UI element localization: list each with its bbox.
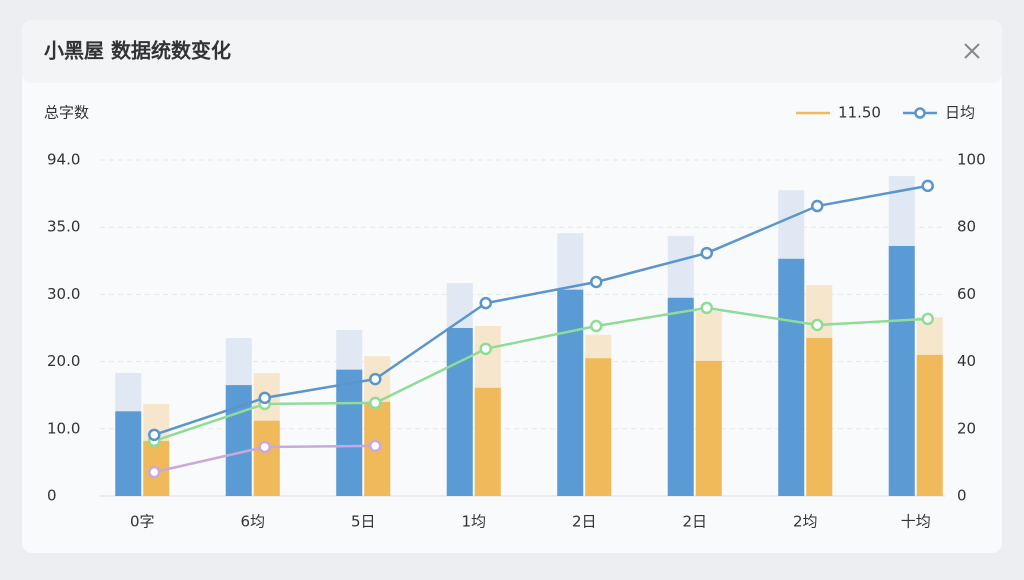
line-point — [369, 396, 382, 410]
x-tick-label: 1均 — [461, 513, 486, 531]
line-point — [700, 301, 713, 315]
dialog-title: 小黑屋 数据统数变化 — [44, 39, 231, 63]
line-point — [811, 199, 824, 213]
legend-label: 日均 — [945, 104, 975, 122]
bar — [557, 289, 584, 496]
close-button[interactable] — [964, 43, 980, 59]
y2-tick-label: 60 — [957, 285, 976, 303]
line — [153, 184, 928, 437]
y2-tick-label: 40 — [957, 352, 976, 370]
y-tick-label: 0 — [47, 487, 57, 505]
line-point — [590, 319, 603, 333]
legend-label: 11.50 — [838, 104, 881, 122]
y2-tick-label: 80 — [957, 218, 976, 236]
line-point — [258, 391, 271, 405]
line-point — [479, 296, 492, 310]
bar — [336, 369, 363, 496]
line-point — [811, 318, 824, 332]
bar — [474, 387, 501, 496]
bar — [446, 328, 473, 496]
legend-swatch-point — [914, 107, 926, 119]
x-tick-label: 0字 — [130, 513, 155, 531]
y-tick-label: 20.0 — [47, 352, 80, 370]
dialog-header — [22, 20, 1002, 83]
y-tick-label: 35.0 — [47, 218, 80, 236]
line-point — [921, 179, 934, 193]
y-tick-label: 30.0 — [47, 285, 80, 303]
x-tick-label: 十均 — [901, 513, 931, 531]
x-tick-label: 6均 — [240, 513, 265, 531]
line-point — [479, 342, 492, 356]
x-tick-label: 2均 — [793, 513, 818, 531]
y2-tick-label: 0 — [957, 487, 967, 505]
bar — [667, 297, 694, 496]
x-tick-label: 2日 — [572, 513, 597, 531]
y-tick-label: 94.0 — [47, 151, 80, 169]
y-axis-label: 总字数 — [44, 104, 89, 122]
line-point — [148, 465, 161, 479]
bar — [916, 354, 943, 496]
x-tick-label: 5日 — [351, 513, 376, 531]
bar — [695, 360, 722, 496]
bar — [585, 358, 612, 496]
bar — [778, 258, 805, 496]
line-point — [369, 439, 382, 453]
x-tick-label: 2日 — [682, 513, 707, 531]
line-point — [369, 372, 382, 386]
line — [153, 306, 928, 443]
line-point — [590, 275, 603, 289]
y2-tick-label: 100 — [957, 151, 986, 169]
line-point — [921, 312, 934, 326]
y2-tick-label: 20 — [957, 419, 976, 437]
bar — [253, 420, 280, 496]
line-point — [700, 246, 713, 260]
line-point — [258, 440, 271, 454]
line-point — [148, 428, 161, 442]
bar — [888, 246, 915, 496]
y-tick-label: 10.0 — [47, 419, 80, 437]
bar — [225, 385, 252, 496]
bar — [115, 411, 142, 496]
bar — [806, 338, 833, 496]
